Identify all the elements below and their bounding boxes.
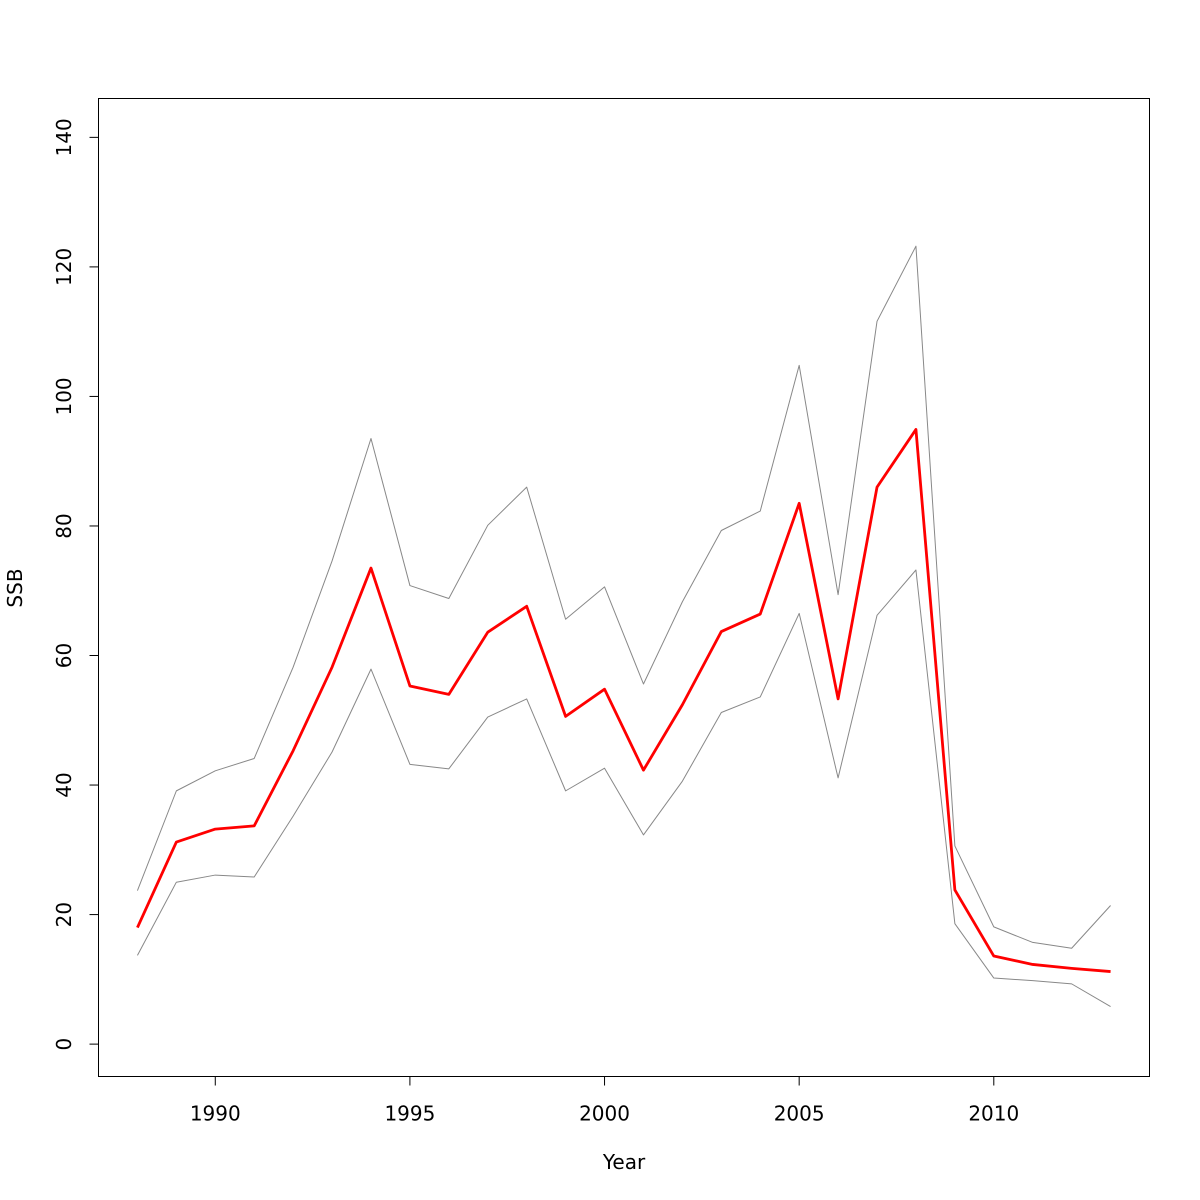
x-tick-label: 1995 xyxy=(384,1102,435,1126)
x-axis: 1990 1995 2000 2005 2010 xyxy=(190,1076,1019,1126)
x-tick-label: 1990 xyxy=(190,1102,241,1126)
x-tick-label: 2010 xyxy=(968,1102,1019,1126)
y-tick-label: 80 xyxy=(52,513,76,538)
y-tick-label: 120 xyxy=(52,248,76,286)
y-tick-label: 140 xyxy=(52,118,76,156)
x-axis-title: Year xyxy=(602,1150,646,1174)
y-axis-title: SSB xyxy=(3,568,27,607)
series-layer xyxy=(136,245,1111,1007)
y-tick-label: 60 xyxy=(52,643,76,668)
y-tick-label: 20 xyxy=(52,902,76,927)
series-line-estimate xyxy=(136,428,1111,973)
plot-box xyxy=(98,98,1150,1077)
y-tick-label: 40 xyxy=(52,772,76,797)
x-tick-label: 2000 xyxy=(579,1102,630,1126)
series-line-upper xyxy=(136,245,1111,949)
x-tick-label: 2005 xyxy=(774,1102,825,1126)
y-axis: 0 20 40 60 80 100 120 140 xyxy=(52,118,99,1050)
series-line-lower xyxy=(136,569,1111,1007)
y-tick-label: 0 xyxy=(52,1038,76,1051)
y-tick-label: 100 xyxy=(52,377,76,415)
